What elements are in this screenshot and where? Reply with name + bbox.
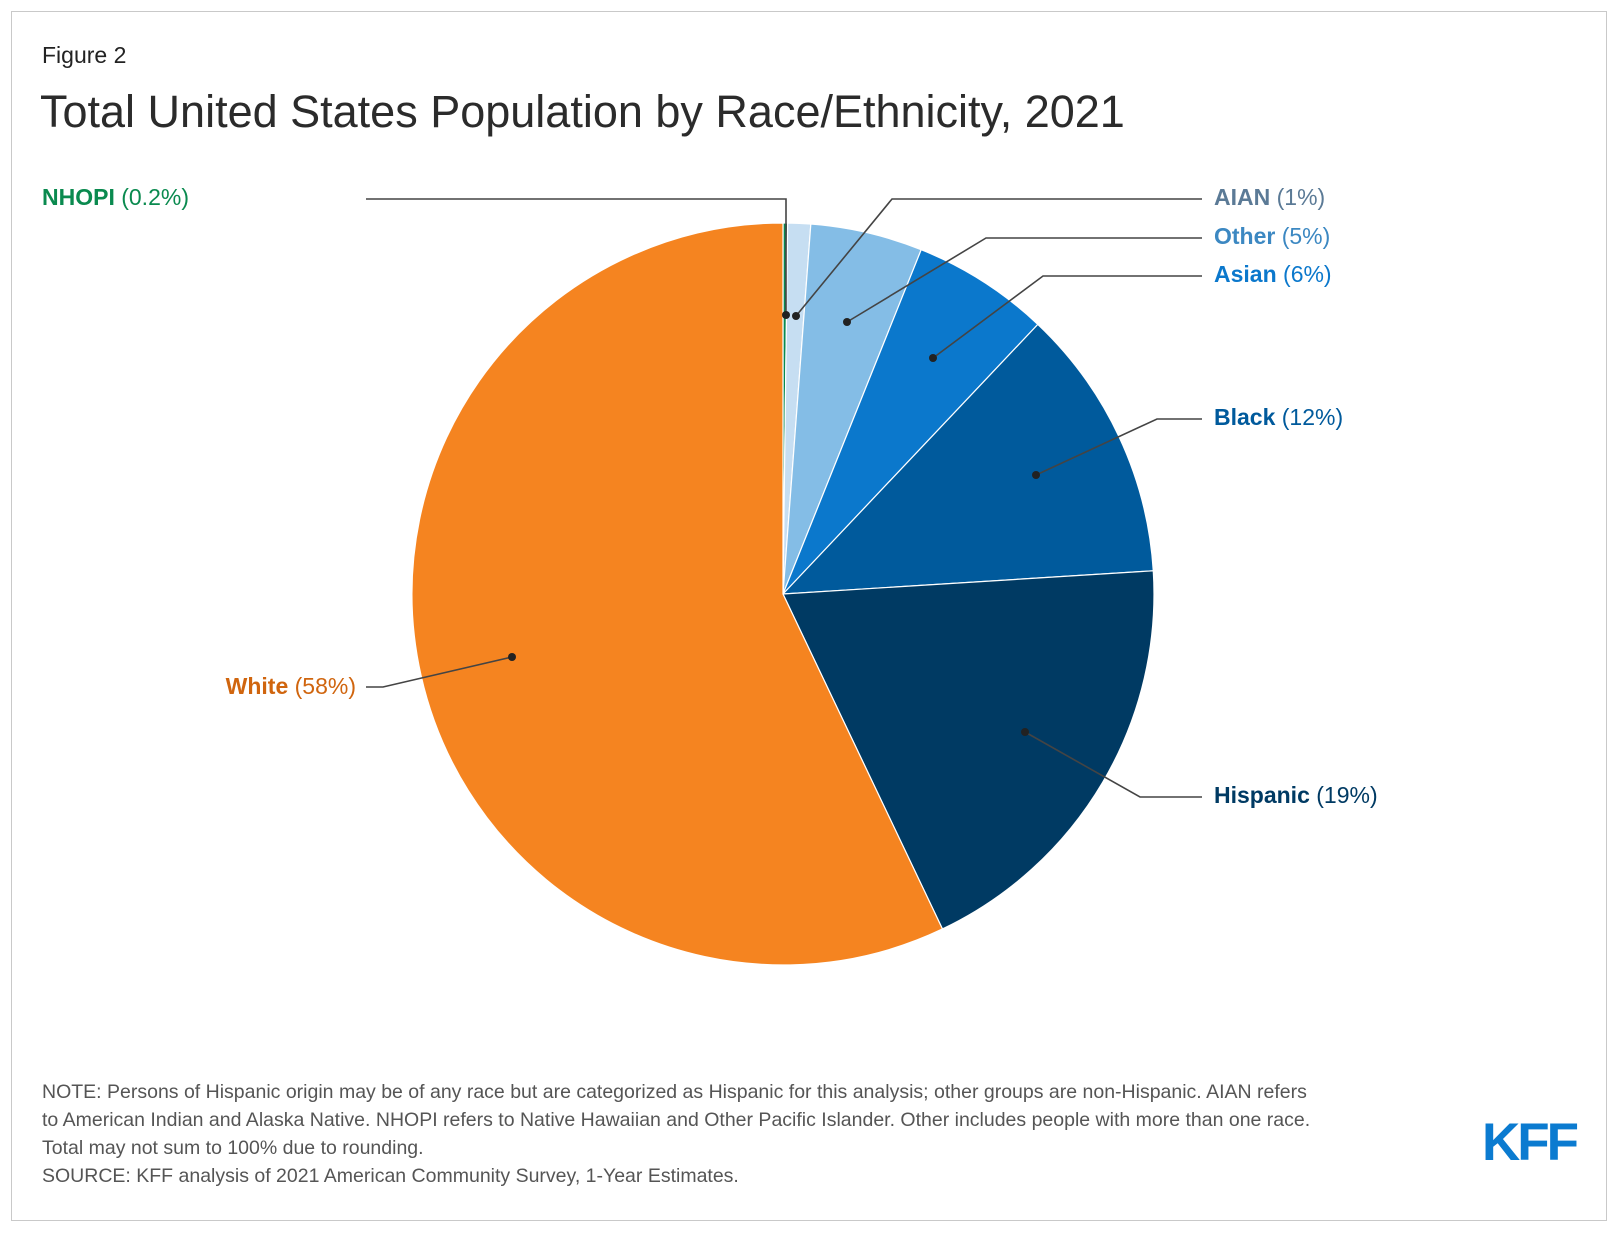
leader-line-nhopi [366,198,787,315]
slice-label-percent: (5%) [1275,223,1330,249]
leader-line-aian [795,198,1202,317]
slice-label-name: White [226,673,289,699]
leader-line-black [1035,418,1202,476]
slice-label-percent: (0.2%) [115,184,189,210]
slice-label-name: NHOPI [42,184,115,210]
slice-label-percent: (1%) [1270,184,1325,210]
slice-label-aian: AIAN (1%) [1214,184,1325,210]
slice-label-name: AIAN [1214,184,1270,210]
leader-dot-nhopi [782,311,790,319]
slice-label-asian: Asian (6%) [1214,261,1332,287]
figure-label: Figure 2 [42,42,127,68]
slice-label-name: Hispanic [1214,782,1310,808]
figure-frame [11,11,1607,1221]
leader-line-hispanic [1024,731,1202,798]
note-line: Total may not sum to 100% due to roundin… [42,1137,424,1159]
slice-label-white: White (58%) [226,673,356,699]
slice-label-nhopi: NHOPI (0.2%) [42,184,189,210]
slice-label-other: Other (5%) [1214,223,1330,249]
leader-dot-other [843,318,851,326]
note-line: NOTE: Persons of Hispanic origin may be … [42,1081,1307,1103]
pie-labels: NHOPI (0.2%) AIAN (1%) Other (5%) Asian (6%… [42,184,1378,808]
source-line: SOURCE: KFF analysis of 2021 American Co… [42,1165,739,1187]
slice-label-name: Black [1214,404,1276,430]
chart-notes: NOTE: Persons of Hispanic origin may be … [42,1078,1482,1190]
slice-label-percent: (12%) [1275,404,1343,430]
leader-line-white [366,656,513,688]
slice-label-percent: (19%) [1310,782,1378,808]
pie-slices [411,222,1155,966]
leader-dot-asian [929,354,937,362]
slice-label-percent: (58%) [288,673,356,699]
kff-logo: KFF [1482,1113,1579,1172]
leader-dot-black [1032,471,1040,479]
leader-dot-white [508,653,516,661]
slice-label-black: Black (12%) [1214,404,1343,430]
slice-label-percent: (6%) [1277,261,1332,287]
pie-slice-asian [782,248,1039,595]
chart-title: Total United States Population by Race/E… [40,86,1125,137]
leader-line-other [846,237,1202,323]
slice-label-name: Other [1214,223,1275,249]
pie-slice-white [411,222,944,966]
leader-dot-hispanic [1021,728,1029,736]
note-line: to American Indian and Alaska Native. NH… [42,1109,1311,1131]
slice-label-name: Asian [1214,261,1277,287]
pie-slice-hispanic [782,570,1155,930]
leader-dot-aian [792,312,800,320]
slice-label-hispanic: Hispanic (19%) [1214,782,1378,808]
leader-line-asian [932,275,1202,359]
